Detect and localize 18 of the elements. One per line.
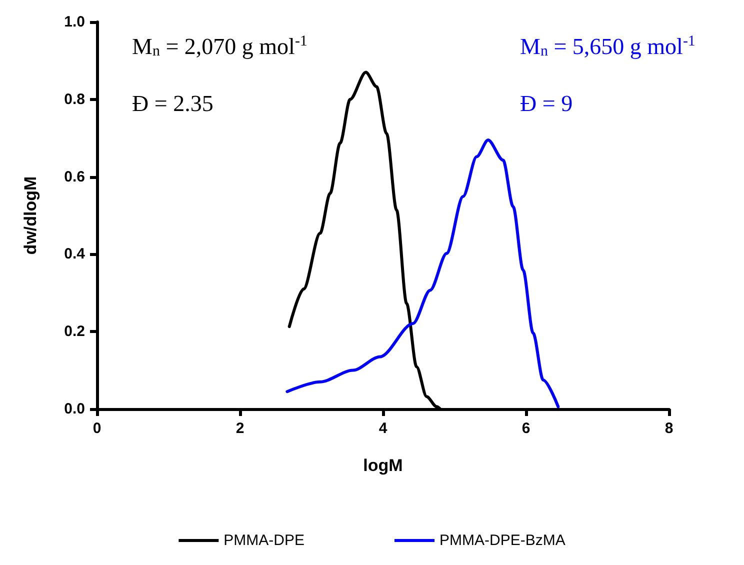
legend-label: PMMA-DPE xyxy=(224,532,305,549)
x-tick-label: 2 xyxy=(236,420,244,437)
y-tick-label: 0.0 xyxy=(64,400,85,418)
y-tick-label: 0.8 xyxy=(64,90,85,108)
y-tick-label: 0.6 xyxy=(64,168,85,186)
x-axis-title: logM xyxy=(363,456,403,475)
x-tick-label: 0 xyxy=(92,420,102,437)
line-series xyxy=(286,138,560,408)
annotation: Đ = 9 xyxy=(520,91,573,116)
y-tick-label: 0.4 xyxy=(64,246,86,263)
annotation: Đ = 2.35 xyxy=(132,91,214,116)
y-tick-label: 0.2 xyxy=(64,323,85,340)
x-tick-label: 4 xyxy=(378,420,388,437)
x-tick-label: 6 xyxy=(522,420,530,437)
y-axis-title: dw/dlogM xyxy=(21,176,40,255)
legend-label: PMMA-DPE-BzMA xyxy=(440,532,566,549)
y-tick-label: 1.0 xyxy=(64,14,85,30)
x-tick-label: 8 xyxy=(664,420,674,437)
